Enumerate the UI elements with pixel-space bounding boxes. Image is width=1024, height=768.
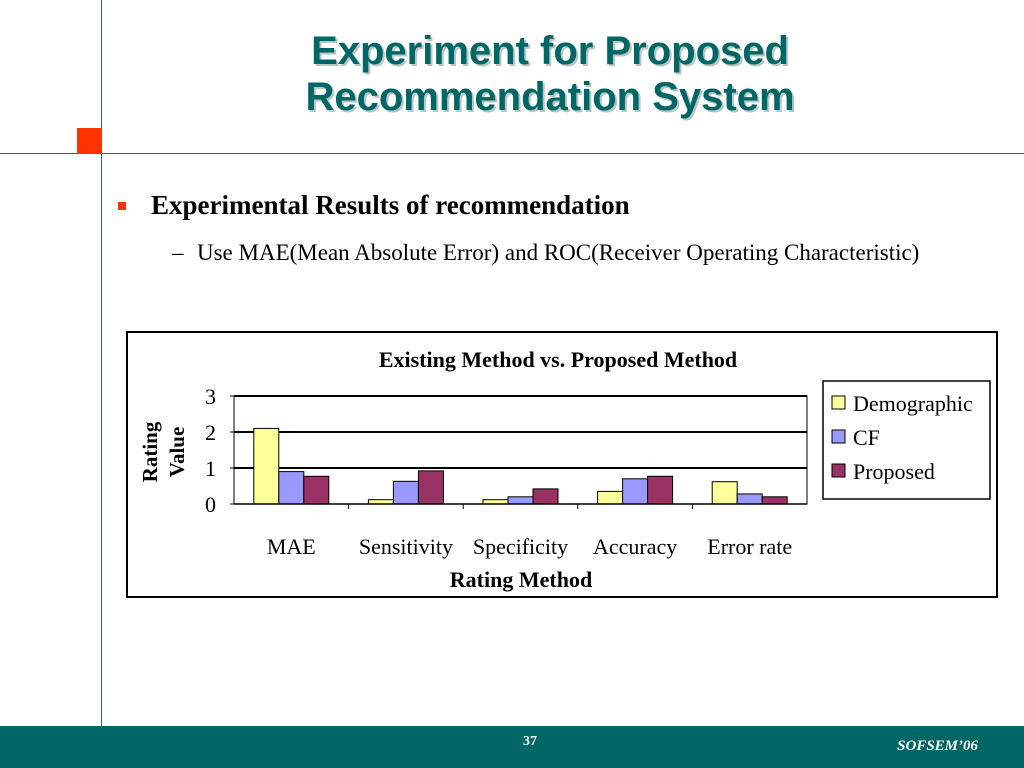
sub-bullet-text: Use MAE(Mean Absolute Error) and ROC(Rec… — [197, 240, 920, 265]
bar — [761, 496, 788, 505]
bar — [278, 471, 305, 505]
footer-bar: 37 SOFSEM’06 — [0, 726, 1024, 768]
chart-title: Existing Method vs. Proposed Method — [379, 347, 737, 372]
x-tick-label: Accuracy — [593, 534, 677, 559]
x-tick-label: MAE — [267, 534, 316, 559]
bar — [597, 490, 624, 505]
x-tick-label: Specificity — [473, 534, 568, 559]
bar — [417, 470, 444, 505]
dash-icon: – — [172, 240, 184, 265]
slide-title: Experiment for Proposed Recommendation S… — [120, 28, 980, 120]
bar — [711, 481, 738, 505]
bar-chart: Existing Method vs. Proposed Method 0 1 2 3… — [138, 347, 991, 592]
x-tick-label: Sensitivity — [359, 534, 453, 559]
plot-area — [233, 395, 808, 505]
y-axis-label-line2: Value — [165, 427, 189, 478]
y-axis-label-line1: Rating — [138, 421, 162, 482]
legend-swatch — [831, 463, 846, 478]
bar — [303, 475, 330, 505]
slide-title-line2: Recommendation System — [305, 75, 795, 119]
y-tick-label: 1 — [205, 456, 216, 481]
slide-title-line1: Experiment for Proposed — [311, 29, 789, 73]
legend-label: Proposed — [853, 459, 935, 484]
y-tick-label: 0 — [205, 492, 216, 517]
bar — [532, 488, 559, 505]
bar — [647, 475, 674, 505]
legend: Demographic CF Proposed — [822, 380, 991, 500]
y-tick-label: 2 — [205, 420, 216, 445]
bar — [392, 480, 419, 505]
bar — [622, 478, 649, 505]
y-tick-label: 3 — [205, 384, 216, 409]
conference-label: SOFSEM’06 — [897, 738, 978, 754]
page-number: 37 — [523, 734, 537, 749]
legend-label: Demographic — [853, 391, 973, 416]
x-axis-label: Rating Method — [450, 567, 592, 592]
legend-frame — [822, 380, 991, 500]
bullet-text: Experimental Results of recommendation — [151, 190, 630, 220]
accent-square — [77, 128, 102, 154]
x-tick-label: Error rate — [707, 534, 792, 559]
legend-swatch — [831, 395, 846, 410]
bar — [736, 493, 763, 505]
bar — [253, 427, 280, 505]
legend-swatch — [831, 429, 846, 444]
bullet-square-icon — [118, 202, 126, 210]
horizontal-rule — [0, 153, 1024, 154]
legend-label: CF — [853, 425, 880, 450]
chart-frame: Existing Method vs. Proposed Method 0 1 2 3… — [126, 331, 998, 598]
vertical-rule — [101, 0, 102, 726]
bar — [507, 496, 534, 505]
